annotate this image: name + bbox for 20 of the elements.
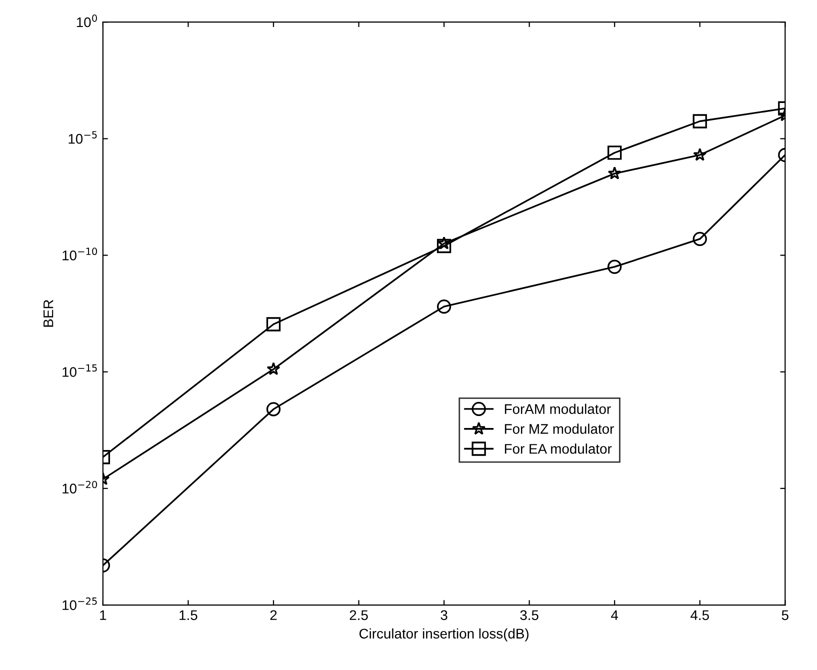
- x-tick-label: 2: [270, 610, 277, 620]
- x-tick-label: 4: [611, 610, 618, 620]
- y-tick-label: 10$^{0}$: [76, 14, 97, 28]
- y-tick-label: 10$^{−25}$: [62, 597, 97, 610]
- y-axis-title: BER: [44, 300, 54, 327]
- x-tick-label: 1: [100, 610, 106, 620]
- x-tick-label: 3: [440, 610, 448, 620]
- x-tick-label: 2.5: [350, 610, 368, 620]
- legend-label: For MZ modulator: [504, 424, 614, 434]
- legend-label: For EA modulator: [504, 444, 612, 454]
- x-axis-title: Circulator insertion loss(dB): [359, 628, 528, 642]
- x-tick-label: 1.5: [180, 610, 198, 620]
- x-tick-label: 3.5: [520, 610, 538, 620]
- y-tick-label: 10$^{−15}$: [62, 364, 97, 377]
- x-tick-label: 5: [782, 610, 788, 620]
- y-tick-label: 10$^{−10}$: [62, 248, 98, 260]
- x-tick-label: 4.5: [690, 610, 709, 620]
- y-tick-label: 10$^{−20}$: [62, 480, 98, 494]
- y-tick-label: 10$^{−5}$: [68, 131, 97, 144]
- legend-label: ForAM modulator: [504, 404, 611, 414]
